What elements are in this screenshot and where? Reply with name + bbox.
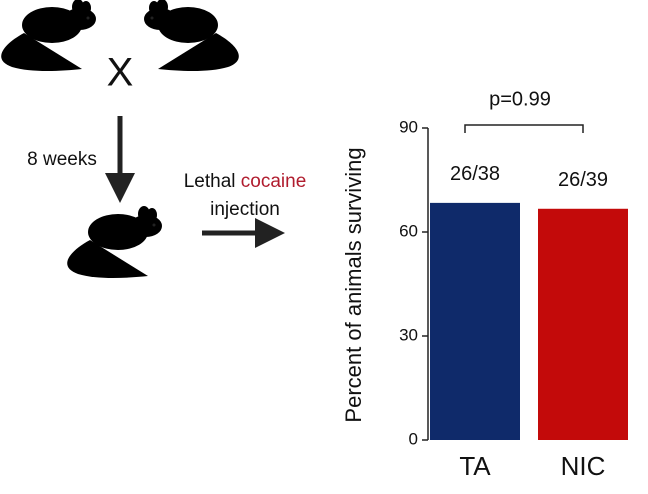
- x-tick-label: NIC: [561, 451, 606, 481]
- significance-bracket: [464, 124, 584, 133]
- treatment-text: Lethal: [184, 171, 236, 192]
- y-tick-label: 90: [399, 117, 418, 136]
- mouse-icon: [1, 0, 102, 71]
- treatment-label: Lethal cocaine: [184, 171, 307, 192]
- treatment-drug: cocaine: [241, 171, 307, 192]
- y-tick-label: 30: [399, 325, 418, 344]
- value-label: 26/38: [450, 163, 500, 185]
- y-tick-label: 0: [409, 429, 418, 448]
- x-tick-label: TA: [459, 451, 491, 481]
- bar: [538, 208, 628, 440]
- y-tick-label: 60: [399, 221, 418, 240]
- mouse-icon: [67, 206, 168, 278]
- p-value: p=0.99: [489, 88, 551, 110]
- cross-label: X: [107, 51, 134, 95]
- y-axis-label: Percent of animals surviving: [341, 147, 366, 422]
- mouse-icon: [138, 0, 239, 71]
- value-label: 26/39: [558, 169, 608, 191]
- duration-label: 8 weeks: [27, 149, 97, 170]
- bar: [430, 202, 520, 440]
- treatment-label: injection: [210, 199, 280, 220]
